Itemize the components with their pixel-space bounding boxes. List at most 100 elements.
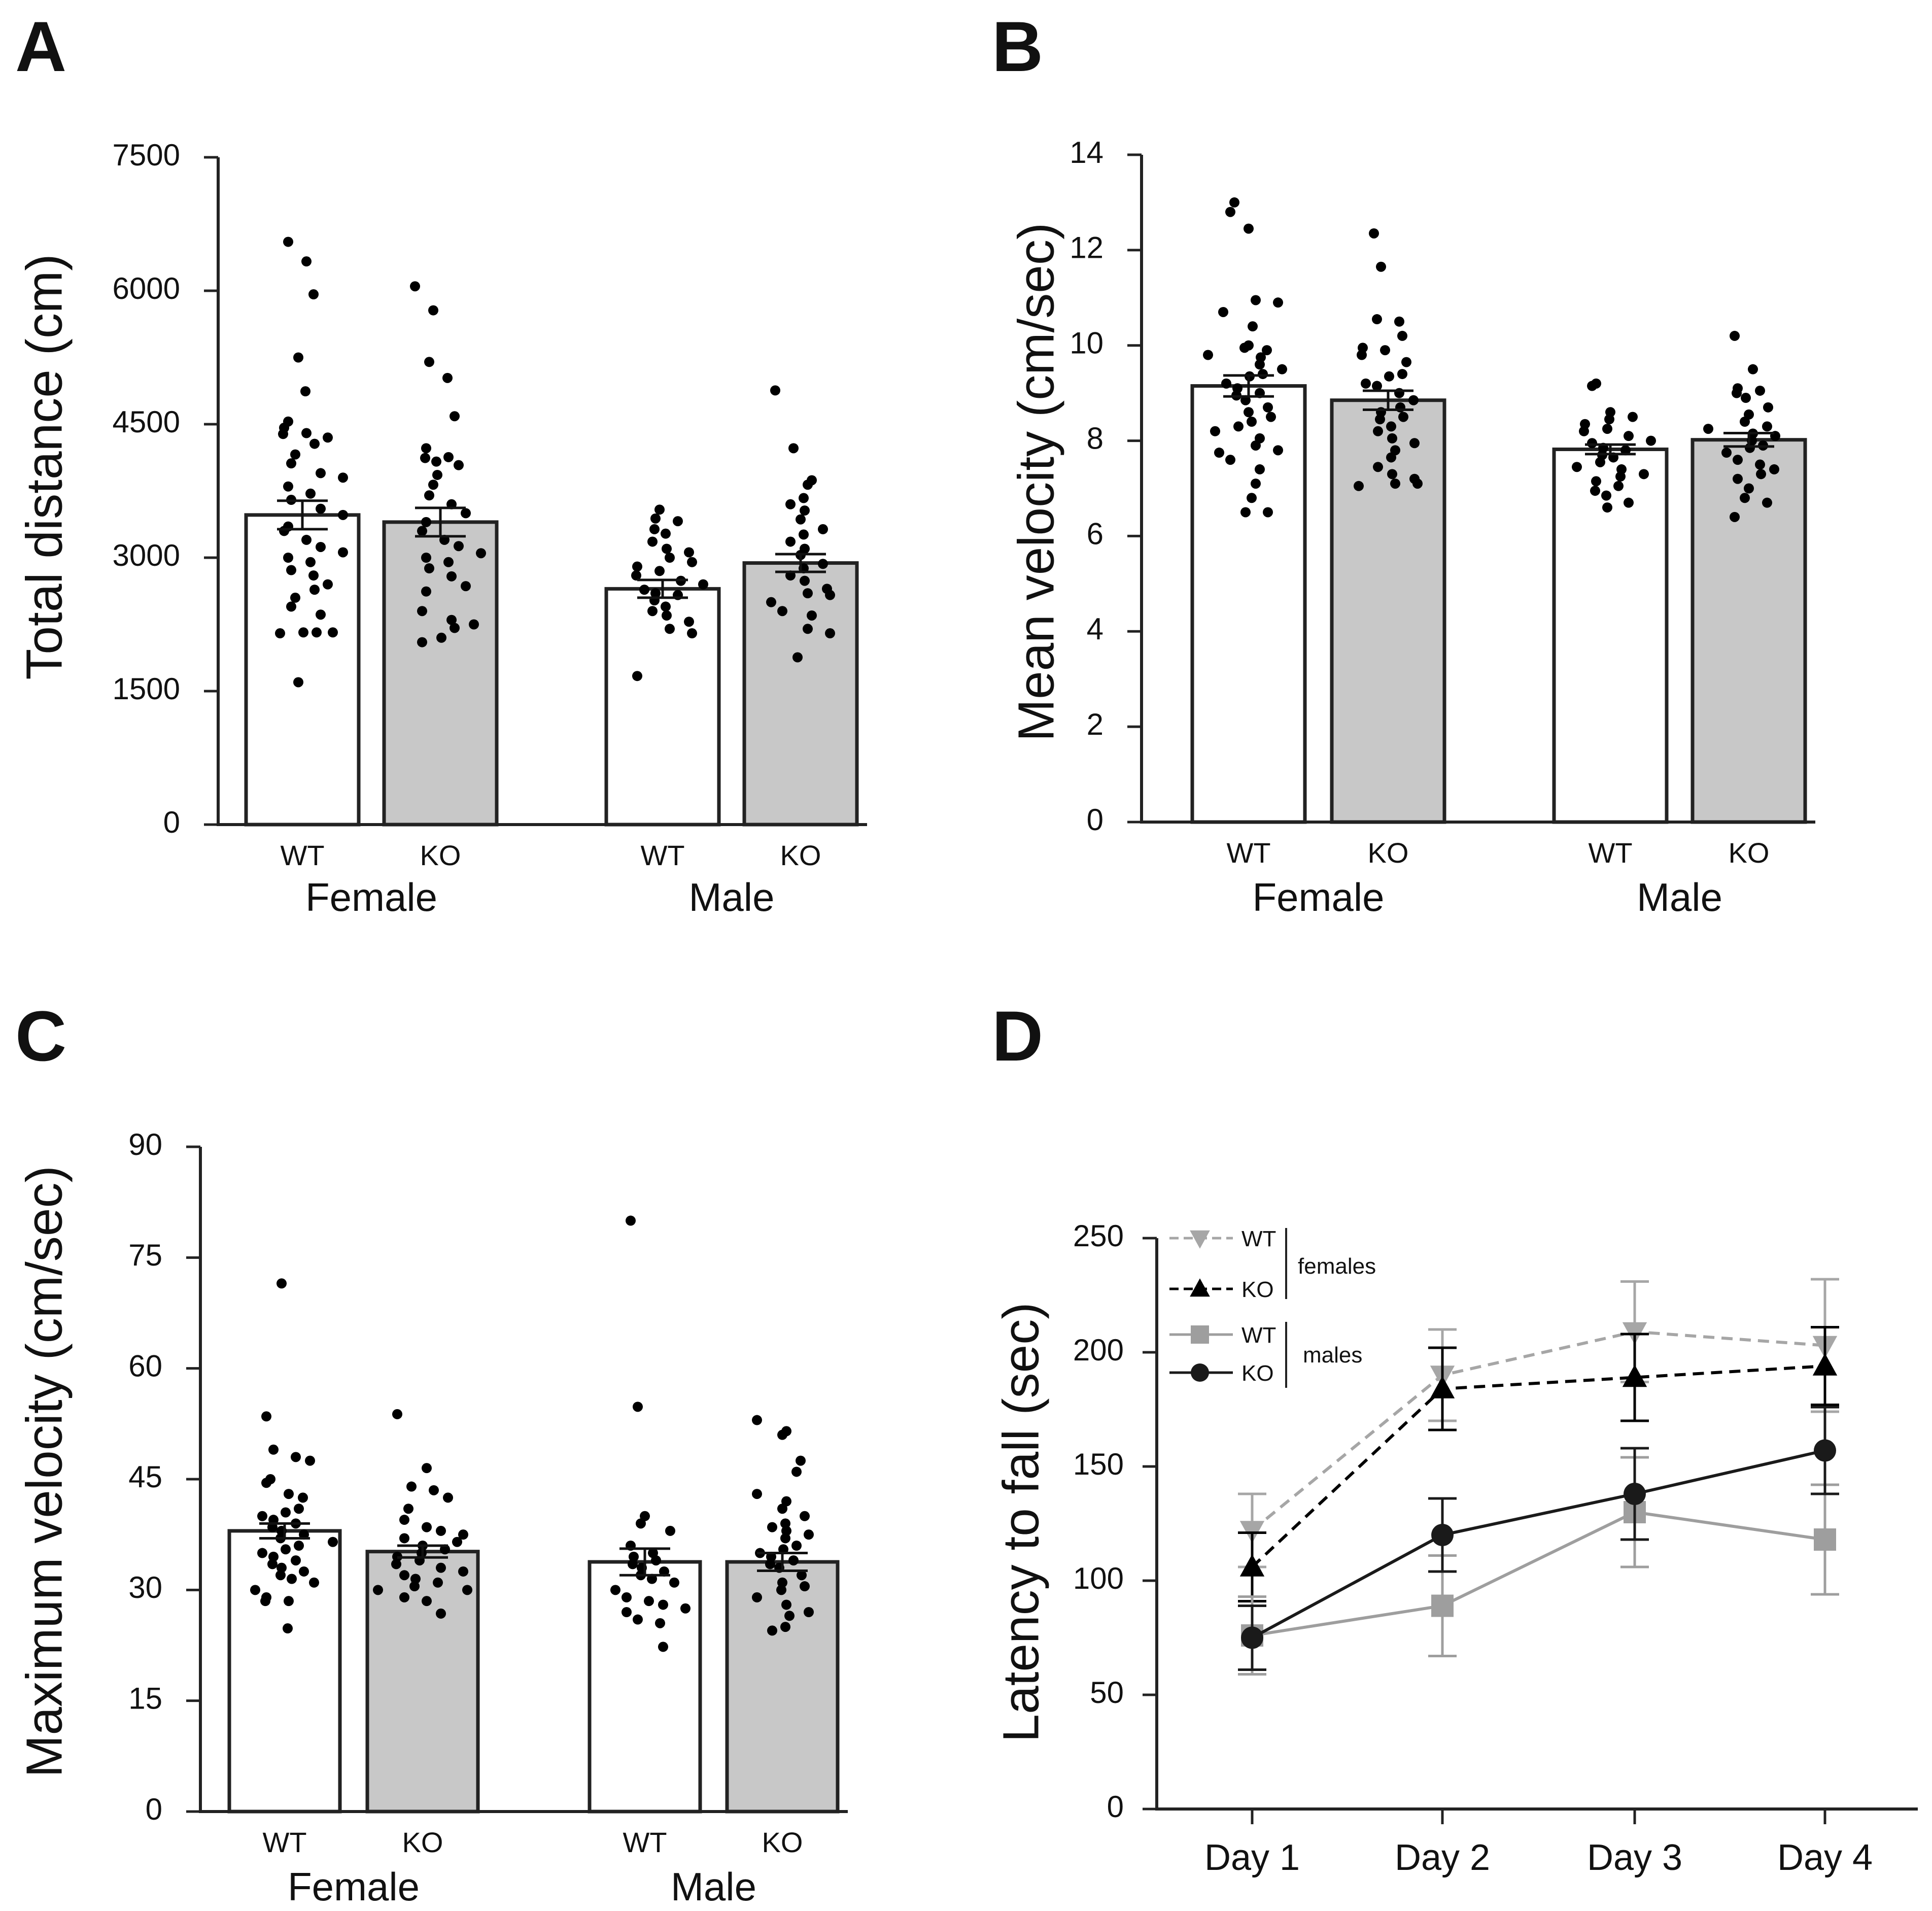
data-point-male-wt <box>1595 457 1605 467</box>
data-point-male-wt <box>1602 424 1612 434</box>
data-point-female-ko <box>420 453 430 463</box>
data-point-female-ko <box>1386 452 1396 463</box>
series-females-ko-point <box>1430 1376 1455 1398</box>
data-point-female-wt <box>1251 295 1261 305</box>
data-point-male-ko <box>785 536 796 547</box>
data-point-female-ko <box>462 1585 472 1595</box>
data-point-female-wt <box>308 289 319 300</box>
data-point-male-ko <box>780 1533 790 1544</box>
panel-label-d: D <box>992 996 1043 1076</box>
x-group-label: Male <box>1637 875 1722 919</box>
data-point-female-wt <box>278 429 288 439</box>
x-tick-label: Day 1 <box>1204 1837 1300 1878</box>
data-point-female-ko <box>399 1533 409 1544</box>
data-point-female-ko <box>428 305 438 316</box>
data-point-female-wt <box>267 1559 278 1569</box>
data-point-female-wt <box>305 1455 315 1466</box>
data-point-male-wt <box>658 1642 668 1652</box>
data-point-male-wt <box>661 601 671 612</box>
data-point-female-wt <box>301 428 312 438</box>
data-point-female-ko <box>428 480 438 490</box>
data-point-female-ko <box>446 615 457 625</box>
data-point-male-wt <box>1628 412 1638 422</box>
data-point-female-wt <box>1273 297 1283 308</box>
data-point-female-ko <box>1408 395 1419 405</box>
data-point-female-ko <box>1397 369 1407 380</box>
data-point-female-ko <box>421 553 431 563</box>
y-tick-label: 15 <box>128 1682 162 1716</box>
panel-label-b: B <box>992 7 1043 86</box>
data-point-female-ko <box>458 1566 468 1577</box>
data-point-male-wt <box>647 606 658 617</box>
data-point-female-wt <box>286 601 296 612</box>
data-point-male-wt <box>632 561 642 572</box>
data-point-female-ko <box>1372 314 1382 325</box>
data-point-female-ko <box>399 1515 409 1525</box>
data-point-male-wt <box>649 524 660 534</box>
data-point-female-wt <box>1263 402 1273 413</box>
data-point-male-wt <box>1615 471 1626 482</box>
data-point-female-wt <box>300 386 310 397</box>
data-point-female-wt <box>1247 493 1257 503</box>
data-point-female-wt <box>250 1585 260 1595</box>
data-point-male-ko <box>791 1541 802 1551</box>
data-point-male-wt <box>661 528 671 539</box>
x-group-label: Female <box>1252 875 1384 919</box>
data-point-male-ko <box>804 1607 814 1617</box>
data-point-male-wt <box>673 516 683 527</box>
data-point-female-ko <box>1361 378 1371 389</box>
data-point-female-wt <box>309 585 320 595</box>
data-point-female-wt <box>301 534 312 545</box>
data-point-male-ko <box>780 1622 790 1632</box>
data-point-female-ko <box>469 619 479 630</box>
data-point-male-ko <box>804 1529 814 1540</box>
data-point-female-ko <box>422 1463 432 1474</box>
data-point-female-ko <box>399 1570 409 1581</box>
data-point-female-wt <box>286 458 296 469</box>
x-category-label: KO <box>1729 837 1770 869</box>
data-point-female-wt <box>1239 343 1250 353</box>
data-point-female-wt <box>286 565 296 575</box>
data-point-female-ko <box>1354 481 1364 491</box>
data-point-male-wt <box>610 1585 620 1595</box>
data-point-male-wt <box>633 1402 643 1412</box>
data-point-male-ko <box>781 1496 791 1507</box>
data-point-female-wt <box>316 503 326 514</box>
data-point-male-ko <box>1769 464 1779 474</box>
data-point-female-wt <box>1255 359 1265 370</box>
legend-label: KO <box>1241 1277 1274 1302</box>
data-point-female-wt <box>1203 350 1213 360</box>
legend-marker-2 <box>1191 1325 1209 1344</box>
data-point-female-ko <box>373 1585 383 1595</box>
data-point-female-ko <box>417 526 427 536</box>
data-point-female-ko <box>1390 479 1400 489</box>
y-tick-label: 6000 <box>113 271 180 305</box>
data-point-male-ko <box>803 480 813 490</box>
data-point-female-wt <box>283 1623 293 1634</box>
y-tick-label: 7500 <box>113 138 180 172</box>
data-point-male-ko <box>777 1504 787 1514</box>
data-point-female-ko <box>476 548 486 559</box>
data-point-female-ko <box>1375 414 1385 425</box>
x-category-label: WT <box>1226 837 1270 869</box>
data-point-male-wt <box>636 1518 646 1529</box>
y-tick-label: 30 <box>128 1571 162 1605</box>
y-tick-label: 75 <box>128 1238 162 1272</box>
data-point-male-ko <box>796 1455 806 1466</box>
data-point-female-ko <box>432 469 442 480</box>
data-point-male-ko <box>766 597 776 607</box>
legend-label: KO <box>1241 1361 1274 1386</box>
data-point-female-ko <box>421 517 431 527</box>
y-tick-label: 90 <box>128 1128 162 1162</box>
data-point-female-wt <box>290 449 300 460</box>
y-tick-label: 150 <box>1073 1447 1124 1481</box>
data-point-female-wt <box>308 570 319 581</box>
data-point-male-ko <box>792 652 803 663</box>
data-point-female-ko <box>424 490 434 501</box>
data-point-male-ko <box>1733 473 1743 484</box>
data-point-male-wt <box>658 1599 668 1610</box>
data-point-male-wt <box>1579 426 1589 436</box>
y-tick-label: 60 <box>128 1349 162 1383</box>
data-point-male-ko <box>752 1592 762 1602</box>
data-point-female-ko <box>1401 357 1411 367</box>
